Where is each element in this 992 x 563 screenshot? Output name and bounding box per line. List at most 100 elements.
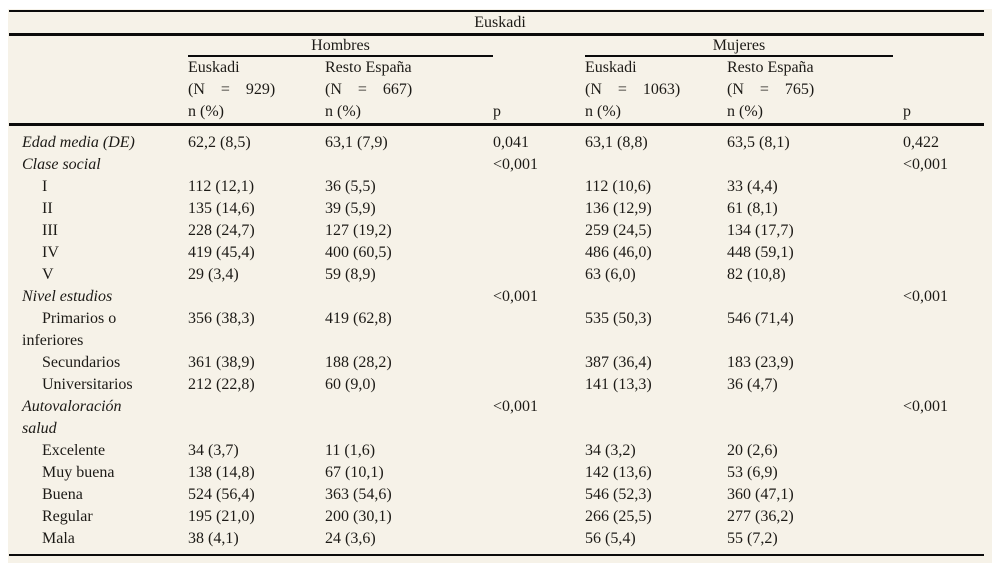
table-title: Euskadi: [474, 14, 526, 31]
cell-p-value: [903, 528, 978, 550]
cell-value: 195 (21,0): [188, 508, 255, 525]
cell-p-value: [903, 506, 978, 528]
cell-p-value: [493, 220, 585, 242]
cell-value: 29 (3,4): [188, 266, 239, 283]
cell-p-value: 0,422: [903, 134, 939, 151]
table-row: I 112 (12,1) 36 (5,5) 112 (10,6) 33 (4,4…: [22, 176, 978, 198]
table-paper: Euskadi Hombres Mujeres Euskadi Resto Es…: [8, 9, 992, 563]
column-unit-mujeres-resto: n (%): [727, 103, 763, 120]
spacer-cell: [493, 57, 585, 79]
cell-value: 63,1 (8,8): [585, 134, 648, 151]
row-label: Secundarios: [42, 354, 121, 371]
cell-value: 39 (5,9): [325, 200, 376, 217]
table-row: Universitarios 212 (22,8) 60 (9,0) 141 (…: [22, 374, 978, 396]
cell-value: 63,1 (7,9): [325, 134, 388, 151]
cell-value: 59 (8,9): [325, 266, 376, 283]
table-row: Muy buena 138 (14,8) 67 (10,1) 142 (13,6…: [22, 462, 978, 484]
cell-value: 20 (2,6): [727, 442, 778, 459]
cell-value: 38 (4,1): [188, 530, 239, 547]
cell-p-value: <0,001: [493, 156, 539, 173]
cell-p-value: [493, 176, 585, 198]
cell-value: 67 (10,1): [325, 464, 384, 481]
cell-p-value: <0,001: [903, 156, 949, 173]
cell-value: 546 (71,4): [727, 310, 794, 327]
cell-value: [585, 154, 727, 176]
cell-value: 55 (7,2): [727, 530, 778, 547]
cell-value: 535 (50,3): [585, 310, 652, 327]
row-label: Mala: [42, 530, 75, 547]
cell-value: [325, 154, 493, 176]
cell-value: 419 (45,4): [188, 244, 255, 261]
row-label: IV: [42, 244, 59, 261]
cell-value: 277 (36,2): [727, 508, 794, 525]
cell-p-value: [903, 462, 978, 484]
cell-value: 419 (62,8): [325, 310, 392, 327]
cell-value: 266 (25,5): [585, 508, 652, 525]
row-label: V: [42, 266, 54, 283]
p-column-header-mujeres: p: [903, 103, 911, 120]
cell-p-value: [493, 506, 585, 528]
column-header-names-row: Euskadi Resto España Euskadi Resto Españ…: [22, 57, 978, 79]
row-label: Excelente: [42, 442, 106, 459]
cell-value: [325, 396, 493, 418]
cell-value: 200 (30,1): [325, 508, 392, 525]
cell-value: [727, 396, 903, 418]
row-label: II: [42, 200, 53, 217]
cell-value: 36 (5,5): [325, 178, 376, 195]
row-label: Autovaloración salud: [22, 398, 122, 437]
cell-value: 134 (17,7): [727, 222, 794, 239]
column-header-units-row: n (%) n (%) p n (%) n (%) p: [22, 101, 978, 123]
row-label: III: [42, 222, 58, 239]
cell-p-value: [903, 242, 978, 264]
table-row: V 29 (3,4) 59 (8,9) 63 (6,0) 82 (10,8): [22, 264, 978, 286]
cell-p-value: [903, 352, 978, 374]
cell-value: 138 (14,8): [188, 464, 255, 481]
cell-value: 228 (24,7): [188, 222, 255, 239]
cell-value: 82 (10,8): [727, 266, 786, 283]
column-unit-mujeres-euskadi: n (%): [585, 103, 621, 120]
cell-value: [585, 286, 727, 308]
table-row: Clase social <0,001 <0,001: [22, 154, 978, 176]
cell-value: 524 (56,4): [188, 486, 255, 503]
group-label-hombres: Hombres: [311, 37, 370, 54]
row-label: Primarios o inferiores: [22, 310, 117, 349]
spacer-cell: [22, 101, 188, 123]
cell-p-value: [493, 440, 585, 462]
table-row: II 135 (14,6) 39 (5,9) 136 (12,9) 61 (8,…: [22, 198, 978, 220]
cell-value: [585, 396, 727, 418]
spacer-cell: [903, 79, 978, 101]
cell-value: 127 (19,2): [325, 222, 392, 239]
spacer-cell: [22, 79, 188, 101]
cell-value: 188 (28,2): [325, 354, 392, 371]
cell-p-value: [903, 374, 978, 396]
cell-p-value: [493, 484, 585, 506]
row-label: Nivel estudios: [22, 288, 113, 305]
cell-p-value: [493, 462, 585, 484]
cell-p-value: 0,041: [493, 134, 529, 151]
column-header-hombres-resto: Resto España: [325, 59, 412, 76]
cell-p-value: <0,001: [903, 288, 949, 305]
cell-value: 56 (5,4): [585, 530, 636, 547]
table-row: Edad media (DE) 62,2 (8,5) 63,1 (7,9) 0,…: [22, 132, 978, 154]
row-label: Universitarios: [42, 376, 133, 393]
cell-value: [727, 286, 903, 308]
cell-value: 400 (60,5): [325, 244, 392, 261]
table-rule-under-title: [9, 33, 984, 36]
cell-value: 142 (13,6): [585, 464, 652, 481]
table-rule-under-header: [9, 123, 984, 126]
row-label: Clase social: [22, 156, 101, 173]
spacer-cell: [903, 57, 978, 79]
cell-value: 486 (46,0): [585, 244, 652, 261]
column-n-hombres-euskadi: (N = 929): [188, 81, 276, 98]
table-row: Secundarios 361 (38,9) 188 (28,2) 387 (3…: [22, 352, 978, 374]
cell-value: [727, 154, 903, 176]
cell-p-value: [903, 198, 978, 220]
table-rule-top: [9, 10, 984, 12]
column-header-n-row: (N = 929) (N = 667) (N = 1063) (N = 765): [22, 79, 978, 101]
cell-value: [188, 286, 325, 308]
cell-value: 363 (54,6): [325, 486, 392, 503]
table-row: III 228 (24,7) 127 (19,2) 259 (24,5) 134…: [22, 220, 978, 242]
row-label: Edad media (DE): [22, 134, 135, 151]
cell-value: [188, 154, 325, 176]
cell-value: 183 (23,9): [727, 354, 794, 371]
